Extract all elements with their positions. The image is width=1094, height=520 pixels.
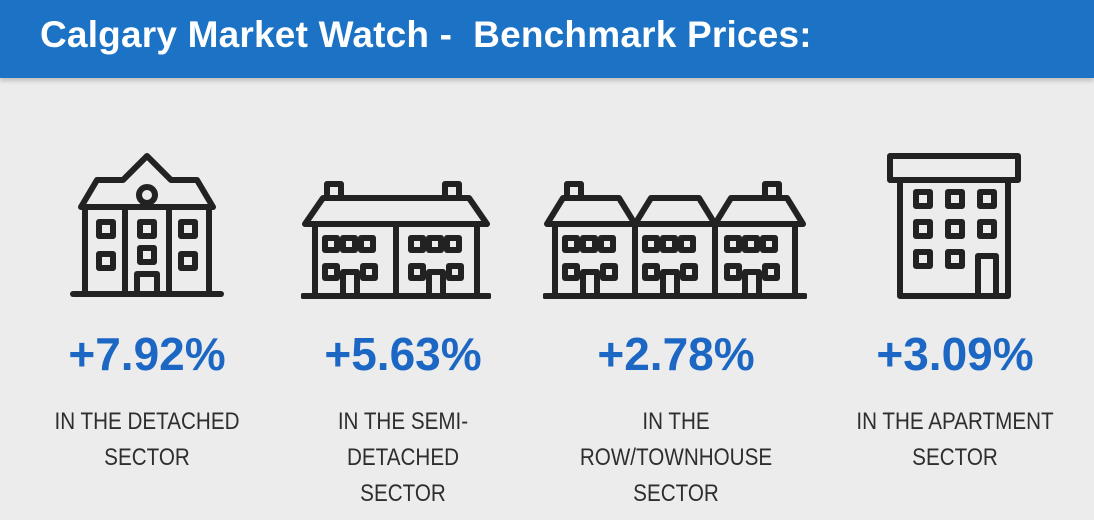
semi-detached-label-line2: SECTOR [360, 480, 446, 507]
apartment-label-line2: SECTOR [912, 444, 998, 471]
header-banner: Calgary Market Watch - Benchmark Prices: [0, 0, 1094, 78]
apartment-label: IN THE APARTMENT SECTOR [839, 404, 1071, 476]
detached-house-icon [70, 153, 224, 297]
semi-detached-percent: +5.63% [324, 328, 482, 380]
sector-apartment: +3.09% IN THE APARTMENT SECTOR [820, 0, 1090, 520]
detached-label: IN THE DETACHED SECTOR [31, 404, 263, 476]
apartment-label-line1: IN THE APARTMENT [856, 408, 1054, 435]
detached-percent: +7.92% [68, 328, 226, 380]
semi-detached-house-icon [301, 181, 491, 299]
townhouse-label-line1: IN THE ROW/TOWNHOUSE [579, 408, 773, 471]
semi-detached-label-line1: IN THE SEMI-DETACHED [337, 408, 469, 471]
townhouse-percent: +2.78% [597, 328, 755, 380]
semi-detached-label: IN THE SEMI-DETACHED SECTOR [287, 404, 519, 512]
apartment-percent: +3.09% [876, 328, 1034, 380]
townhouse-icon [543, 181, 807, 299]
detached-label-line1: IN THE DETACHED [54, 408, 240, 435]
sector-detached: +7.92% IN THE DETACHED SECTOR [12, 0, 282, 520]
page-title: Calgary Market Watch - Benchmark Prices: [40, 14, 812, 55]
detached-label-line2: SECTOR [104, 444, 190, 471]
townhouse-label: IN THE ROW/TOWNHOUSE SECTOR [560, 404, 792, 512]
sector-semi-detached: +5.63% IN THE SEMI-DETACHED SECTOR [268, 0, 538, 520]
sector-townhouse: +2.78% IN THE ROW/TOWNHOUSE SECTOR [541, 0, 811, 520]
townhouse-label-line2: SECTOR [633, 480, 719, 507]
apartment-building-icon [887, 153, 1021, 299]
